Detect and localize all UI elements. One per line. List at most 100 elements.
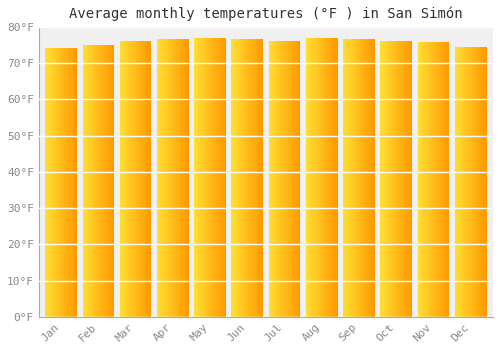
Bar [284, 41, 286, 317]
Bar [200, 38, 202, 317]
Bar [423, 42, 424, 317]
Bar [146, 41, 147, 317]
Bar [174, 40, 175, 317]
Bar [273, 41, 274, 317]
Bar [268, 41, 270, 317]
Bar [298, 41, 300, 317]
Bar [425, 42, 426, 317]
Bar [441, 42, 442, 317]
Bar [254, 40, 256, 317]
Bar [350, 40, 352, 317]
Bar [363, 40, 364, 317]
Bar [354, 40, 355, 317]
Bar [348, 40, 350, 317]
Bar [395, 41, 396, 317]
Bar [426, 42, 427, 317]
Bar [68, 48, 70, 317]
Bar [297, 41, 298, 317]
Bar [430, 42, 432, 317]
Bar [252, 40, 254, 317]
Bar [234, 40, 236, 317]
Bar [384, 41, 386, 317]
Bar [94, 45, 95, 317]
Bar [459, 47, 460, 317]
Bar [206, 38, 207, 317]
Bar [120, 41, 121, 317]
Bar [276, 41, 277, 317]
Bar [150, 41, 152, 317]
Bar [161, 40, 162, 317]
Bar [126, 41, 127, 317]
Bar [390, 41, 391, 317]
Bar [100, 45, 102, 317]
Bar [448, 42, 450, 317]
Bar [444, 42, 445, 317]
Bar [144, 41, 145, 317]
Bar [177, 40, 178, 317]
Bar [52, 48, 54, 317]
Bar [158, 40, 159, 317]
Bar [111, 45, 112, 317]
Bar [220, 38, 222, 317]
Bar [179, 40, 180, 317]
Bar [62, 48, 64, 317]
Bar [308, 38, 309, 317]
Bar [408, 41, 409, 317]
Bar [460, 47, 461, 317]
Bar [205, 38, 206, 317]
Bar [446, 42, 447, 317]
Bar [391, 41, 392, 317]
Bar [382, 41, 384, 317]
Bar [457, 47, 458, 317]
Bar [106, 45, 107, 317]
Bar [168, 40, 170, 317]
Bar [402, 41, 404, 317]
Bar [484, 47, 486, 317]
Bar [445, 42, 446, 317]
Bar [356, 40, 357, 317]
Bar [202, 38, 204, 317]
Bar [140, 41, 141, 317]
Bar [86, 45, 87, 317]
Bar [380, 41, 382, 317]
Bar [418, 42, 420, 317]
Bar [204, 38, 205, 317]
Bar [244, 40, 245, 317]
Bar [225, 38, 226, 317]
Bar [90, 45, 91, 317]
Bar [242, 40, 243, 317]
Bar [306, 38, 307, 317]
Bar [332, 38, 334, 317]
Bar [84, 45, 86, 317]
Bar [396, 41, 398, 317]
Bar [102, 45, 104, 317]
Bar [421, 42, 422, 317]
Bar [241, 40, 242, 317]
Bar [55, 48, 56, 317]
Bar [477, 47, 478, 317]
Bar [262, 40, 263, 317]
Bar [239, 40, 240, 317]
Bar [389, 41, 390, 317]
Bar [320, 38, 322, 317]
Bar [56, 48, 57, 317]
Bar [458, 47, 459, 317]
Bar [240, 40, 241, 317]
Bar [355, 40, 356, 317]
Bar [447, 42, 448, 317]
Bar [480, 47, 482, 317]
Bar [143, 41, 144, 317]
Bar [456, 47, 457, 317]
Bar [274, 41, 275, 317]
Bar [182, 40, 184, 317]
Bar [292, 41, 293, 317]
Bar [157, 40, 158, 317]
Bar [232, 40, 234, 317]
Bar [208, 38, 209, 317]
Bar [440, 42, 441, 317]
Bar [270, 41, 271, 317]
Bar [82, 45, 84, 317]
Bar [207, 38, 208, 317]
Bar [95, 45, 96, 317]
Bar [175, 40, 176, 317]
